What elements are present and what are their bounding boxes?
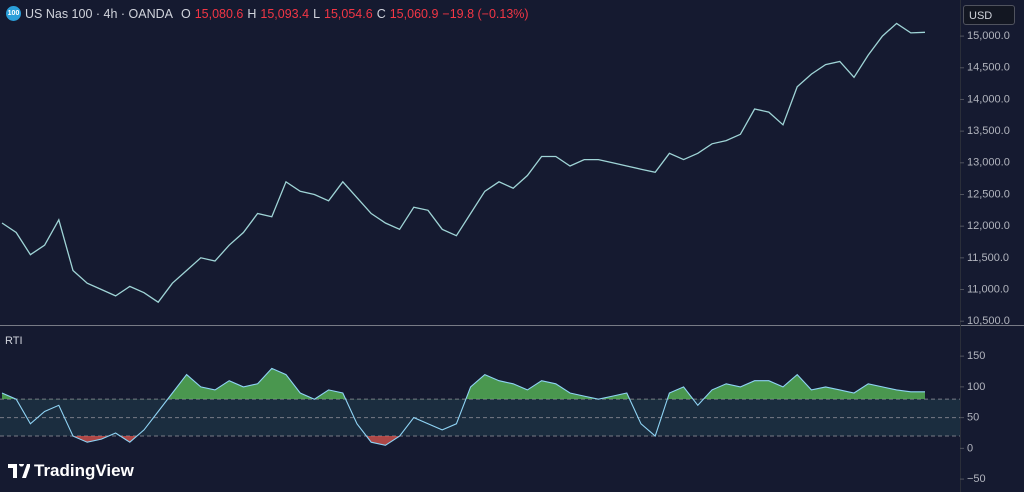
y-tick-label: 10,500.0 [967, 315, 1010, 327]
open: 15,080.6 [194, 6, 244, 21]
symbol-badge: 100 [6, 6, 21, 21]
y-tick-label: 13,000.0 [967, 157, 1010, 169]
y-tick-label: 0 [967, 442, 973, 454]
y-tick-label: 12,500.0 [967, 188, 1010, 200]
logo-icon [8, 464, 30, 478]
symbol[interactable]: US Nas 100 · 4h · OANDA [25, 6, 173, 21]
y-tick-label: 11,000.0 [967, 283, 1009, 295]
currency-button[interactable]: USD [963, 5, 1015, 25]
low-label: L [313, 6, 321, 21]
y-tick-label: 14,500.0 [967, 62, 1010, 74]
y-tick-label: 13,500.0 [967, 125, 1010, 137]
close-label: C [376, 6, 386, 21]
y-tick-label: 15,000.0 [967, 30, 1010, 42]
lower-area [2, 436, 925, 446]
y-tick-label: 12,000.0 [967, 220, 1010, 232]
y-tick-label: 50 [967, 412, 979, 424]
logo[interactable]: TradingView [8, 461, 134, 481]
logo-text: TradingView [34, 461, 134, 480]
price-line [1, 22, 926, 304]
y-tick-label: 14,000.0 [967, 93, 1010, 105]
y-tick-label: 11,500.0 [967, 252, 1009, 264]
high: 15,093.4 [260, 6, 310, 21]
open-label: O [180, 6, 191, 21]
change: −19.8 (−0.13%) [442, 6, 529, 21]
y-tick-label: −50 [967, 473, 986, 485]
high-label: H [247, 6, 257, 21]
close: 15,060.9 [389, 6, 439, 21]
rti-line [1, 367, 925, 446]
y-tick-label: 100 [967, 381, 985, 393]
upper-area [2, 368, 925, 400]
indicator-title[interactable]: RTI [5, 335, 23, 347]
low: 15,054.6 [324, 6, 373, 21]
y-tick-label: 150 [967, 350, 985, 362]
